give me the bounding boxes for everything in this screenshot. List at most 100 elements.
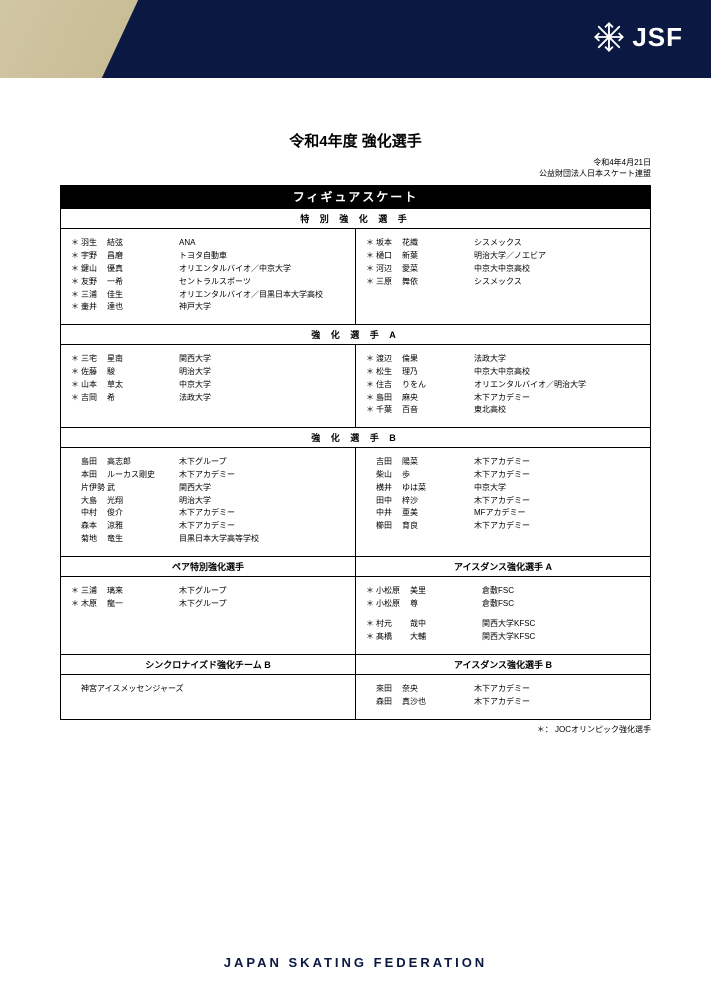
given-name: 涼雅 [107, 520, 179, 533]
surname: 河辺 [376, 263, 402, 276]
synchro-col: シンクロナイズド強化チーム B 神宮アイスメッセンジャーズ [61, 655, 356, 719]
star-mark: ＊ [71, 289, 81, 302]
star-mark: ＊ [366, 379, 376, 392]
surname: 千葉 [376, 404, 402, 417]
surname: 三浦 [81, 585, 107, 598]
pair-body: ＊三浦璃来木下グループ＊木原龍一木下グループ [61, 577, 355, 621]
doc-org: 公益財団法人日本スケート連盟 [60, 168, 651, 179]
outer-table: 特 別 強 化 選 手 ＊羽生結弦ANA＊宇野昌磨トヨタ自動車＊鍵山優真オリエン… [60, 208, 651, 719]
surname: 小松原 [376, 598, 410, 611]
given-name: 大輔 [410, 631, 482, 644]
given-name: 亜美 [402, 507, 474, 520]
athlete-row: ＊壷井達也神戸大学 [71, 301, 345, 314]
given-name: 尊 [410, 598, 482, 611]
given-name: 梓沙 [402, 495, 474, 508]
star-mark: ＊ [366, 585, 376, 598]
star-mark: ＊ [71, 379, 81, 392]
pair-header: ペア特別強化選手 [61, 557, 355, 577]
star-mark [366, 469, 376, 482]
star-mark: ＊ [366, 404, 376, 417]
surname: 壷井 [81, 301, 107, 314]
athlete-row: ＊渡辺倫果法政大学 [366, 353, 640, 366]
affiliation: オリエンタルバイオ／明治大学 [474, 379, 640, 392]
surname: 松生 [376, 366, 402, 379]
affiliation: 木下アカデミー [474, 469, 640, 482]
synchro-ice-b-row: シンクロナイズド強化チーム B 神宮アイスメッセンジャーズ アイスダンス強化選手… [61, 654, 650, 719]
content: 令和4年度 強化選手 令和4年4月21日 公益財団法人日本スケート連盟 フィギュ… [60, 130, 651, 735]
synchro-team: 神宮アイスメッセンジャーズ [71, 683, 345, 696]
athlete-row: ＊坂本花織シスメックス [366, 237, 640, 250]
affiliation: 木下グループ [179, 598, 345, 611]
surname: 住吉 [376, 379, 402, 392]
given-name: 草太 [107, 379, 179, 392]
surname: 横井 [376, 482, 402, 495]
star-mark: ＊ [71, 598, 81, 611]
given-name: 真沙也 [402, 696, 474, 709]
athlete-row: ＊河辺愛菜中京大中京高校 [366, 263, 640, 276]
group-gap [366, 610, 640, 618]
athlete-row: ＊樋口新葉明治大学／ノエビア [366, 250, 640, 263]
athlete-row: ＊三浦佳生オリエンタルバイオ／目黒日本大学高校 [71, 289, 345, 302]
doc-meta: 令和4年4月21日 公益財団法人日本スケート連盟 [60, 157, 651, 179]
given-name: 希 [107, 392, 179, 405]
athlete-row: ＊佐藤駿明治大学 [71, 366, 345, 379]
given-name: 一希 [107, 276, 179, 289]
star-mark [71, 456, 81, 469]
given-name: 達也 [107, 301, 179, 314]
surname: 本田 [81, 469, 107, 482]
given-name: 愛菜 [402, 263, 474, 276]
star-mark: ＊ [71, 276, 81, 289]
star-mark: ＊ [366, 631, 376, 644]
athlete-row: ＊三宅星南関西大学 [71, 353, 345, 366]
kyoka-a-body: ＊三宅星南関西大学＊佐藤駿明治大学＊山本草太中京大学＊吉岡希法政大学 ＊渡辺倫果… [61, 345, 650, 427]
affiliation: 関西大学KFSC [482, 618, 640, 631]
jsf-logo: JSF [592, 20, 683, 54]
star-mark: ＊ [71, 366, 81, 379]
logo-text: JSF [632, 22, 683, 53]
given-name: 歩 [402, 469, 474, 482]
surname: 渡辺 [376, 353, 402, 366]
affiliation: 目黒日本大学高等学校 [179, 533, 345, 546]
star-mark [366, 683, 376, 696]
page: JSF 令和4年度 強化選手 令和4年4月21日 公益財団法人日本スケート連盟 … [0, 0, 711, 1000]
athlete-row: ＊村元哉中関西大学KFSC [366, 618, 640, 631]
given-name: 花織 [402, 237, 474, 250]
affiliation: 関西大学 [179, 482, 345, 495]
pair-ice-a-row: ペア特別強化選手 ＊三浦璃来木下グループ＊木原龍一木下グループ アイスダンス強化… [61, 556, 650, 654]
kyoka-a-left: ＊三宅星南関西大学＊佐藤駿明治大学＊山本草太中京大学＊吉岡希法政大学 [61, 345, 356, 427]
affiliation: 中京大中京高校 [474, 263, 640, 276]
star-mark [366, 696, 376, 709]
star-mark [71, 533, 81, 546]
surname: 島田 [376, 392, 402, 405]
tokubetsu-body: ＊羽生結弦ANA＊宇野昌磨トヨタ自動車＊鍵山優真オリエンタルバイオ／中京大学＊友… [61, 229, 650, 324]
affiliation: トヨタ自動車 [179, 250, 345, 263]
given-name: 星南 [107, 353, 179, 366]
star-mark: ＊ [71, 250, 81, 263]
star-mark [71, 469, 81, 482]
affiliation: 木下グループ [179, 456, 345, 469]
surname: 來田 [376, 683, 402, 696]
synchro-header: シンクロナイズド強化チーム B [61, 655, 355, 675]
affiliation: 木下アカデミー [474, 392, 640, 405]
doc-date: 令和4年4月21日 [60, 157, 651, 168]
given-name: 倫果 [402, 353, 474, 366]
affiliation: 法政大学 [474, 353, 640, 366]
affiliation: シスメックス [474, 276, 640, 289]
ice-b-header: アイスダンス強化選手 B [356, 655, 650, 675]
given-name: ゆは菜 [402, 482, 474, 495]
athlete-row: 來田奈央木下アカデミー [366, 683, 640, 696]
athlete-row: 田中梓沙木下アカデミー [366, 495, 640, 508]
star-mark: ＊ [71, 353, 81, 366]
surname: 吉岡 [81, 392, 107, 405]
kyoka-a-right: ＊渡辺倫果法政大学＊松生理乃中京大中京高校＊住吉りをんオリエンタルバイオ／明治大… [356, 345, 650, 427]
athlete-row: 柴山歩木下アカデミー [366, 469, 640, 482]
athlete-row: 中村俊介木下アカデミー [71, 507, 345, 520]
affiliation: 中京大学 [179, 379, 345, 392]
athlete-row: 片伊勢武関西大学 [71, 482, 345, 495]
star-mark: ＊ [71, 263, 81, 276]
surname: 森田 [376, 696, 402, 709]
athlete-row: ＊小松原美里倉敷FSC [366, 585, 640, 598]
athlete-row: ＊千葉百音東北高校 [366, 404, 640, 417]
athlete-row: ＊島田麻央木下アカデミー [366, 392, 640, 405]
given-name: 舞依 [402, 276, 474, 289]
